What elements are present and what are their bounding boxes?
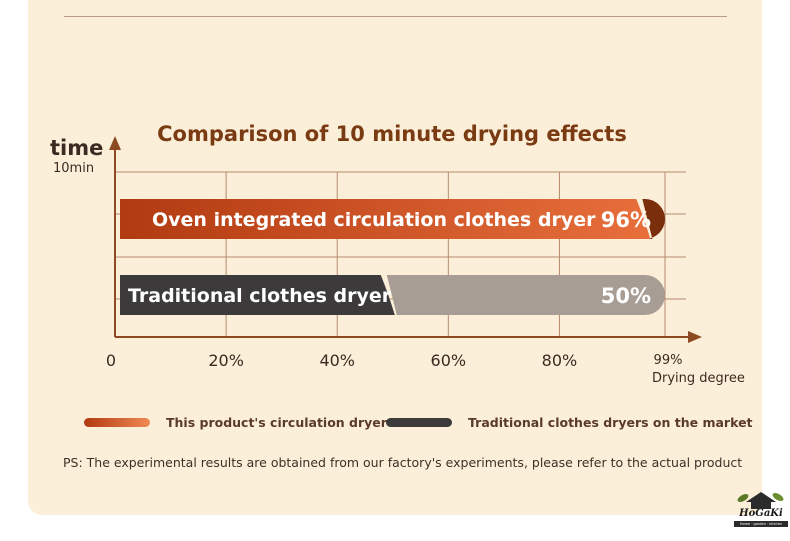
bar-tag-0 [642, 199, 665, 239]
legend-label-product: This product's circulation dryer [166, 414, 387, 430]
legend-swatch-product [84, 417, 150, 427]
bar-category-label-0: Oven integrated circulation clothes drye… [152, 209, 596, 231]
axes [109, 136, 702, 343]
x-axis-label: Drying degree [652, 371, 745, 386]
legend-label-traditional: Traditional clothes dryers on the market [468, 414, 753, 430]
bar-value-label-1: 50% [601, 284, 651, 308]
x-tick-label-3: 60% [431, 351, 467, 370]
x-tick-label-0: 0 [106, 351, 116, 370]
footnote: PS: The experimental results are obtaine… [63, 455, 743, 470]
x-tick-label-2: 40% [319, 351, 355, 370]
legend-item-traditional: Traditional clothes dryers on the market [386, 414, 753, 430]
legend-item-product: This product's circulation dryer [84, 414, 387, 430]
bars: Oven integrated circulation clothes drye… [120, 199, 665, 315]
brand-logo: HoGaKi Home · garden · kitchen [732, 488, 790, 530]
y-axis-label: time [50, 136, 103, 160]
bar-value-label-0: 96% [601, 208, 651, 232]
top-divider [64, 16, 727, 17]
y-axis-arrow [109, 136, 121, 150]
house-leaf-icon [737, 492, 784, 509]
bar-fill-1 [120, 275, 395, 315]
x-tick-label-5: 99% [654, 353, 683, 368]
y-axis-sublabel: 10min [53, 161, 94, 176]
chart-title: Comparison of 10 minute drying effects [157, 122, 627, 146]
x-tick-label-4: 80% [542, 351, 578, 370]
logo-wordmark: HoGaKi [739, 508, 783, 519]
logo-tagline: Home · garden · kitchen [734, 521, 788, 527]
bar-tag-1 [386, 275, 665, 315]
bar-category-label-1: Traditional clothes dryer [128, 285, 392, 307]
bar-fill-0 [120, 199, 651, 239]
x-axis-arrow [688, 331, 702, 343]
legend-swatch-traditional [386, 417, 452, 427]
x-tick-labels: 0 20% 40% 60% 80% 99% [106, 351, 683, 370]
x-tick-label-1: 20% [208, 351, 244, 370]
